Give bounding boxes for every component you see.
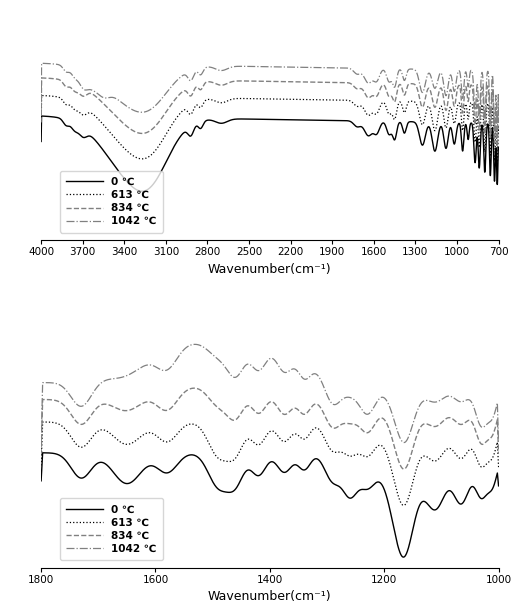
0 ℃ — [495, 482, 502, 489]
1042 ℃ — [90, 87, 97, 94]
0 ℃ — [40, 449, 46, 457]
0 ℃ — [233, 115, 240, 123]
834 ℃ — [74, 418, 80, 425]
613 ℃ — [38, 127, 44, 135]
834 ℃ — [250, 406, 256, 413]
0 ℃ — [299, 466, 305, 473]
1042 ℃ — [299, 373, 305, 381]
Line: 834 ℃: 834 ℃ — [41, 78, 499, 146]
0 ℃ — [139, 188, 145, 195]
0 ℃ — [495, 145, 502, 152]
613 ℃ — [494, 160, 500, 167]
1042 ℃ — [495, 110, 502, 117]
Line: 0 ℃: 0 ℃ — [41, 453, 499, 557]
X-axis label: Wavenumber(cm⁻¹): Wavenumber(cm⁻¹) — [208, 590, 332, 603]
Line: 613 ℃: 613 ℃ — [41, 95, 499, 164]
613 ℃ — [39, 92, 45, 99]
Line: 834 ℃: 834 ℃ — [41, 388, 499, 469]
834 ℃ — [495, 451, 502, 458]
1042 ℃ — [118, 98, 124, 105]
1042 ℃ — [39, 60, 45, 67]
1042 ℃ — [214, 66, 220, 73]
613 ℃ — [233, 95, 240, 102]
1042 ℃ — [92, 386, 98, 393]
834 ℃ — [495, 120, 502, 127]
834 ℃ — [233, 77, 240, 85]
834 ℃ — [38, 119, 44, 126]
613 ℃ — [214, 98, 220, 105]
1042 ℃ — [74, 400, 80, 408]
834 ℃ — [39, 74, 45, 82]
613 ℃ — [40, 419, 46, 426]
0 ℃ — [232, 486, 238, 493]
1042 ℃ — [250, 364, 256, 371]
613 ℃ — [495, 132, 502, 139]
Legend: 0 ℃, 613 ℃, 834 ℃, 1042 ℃: 0 ℃, 613 ℃, 834 ℃, 1042 ℃ — [60, 171, 163, 233]
X-axis label: Wavenumber(cm⁻¹): Wavenumber(cm⁻¹) — [208, 263, 332, 275]
1042 ℃ — [38, 442, 44, 449]
0 ℃ — [38, 138, 44, 145]
1042 ℃ — [232, 374, 238, 381]
613 ℃ — [400, 502, 407, 509]
1042 ℃ — [495, 440, 502, 448]
834 ℃ — [299, 410, 305, 417]
834 ℃ — [232, 416, 238, 423]
Line: 1042 ℃: 1042 ℃ — [41, 344, 499, 446]
1042 ℃ — [242, 362, 248, 370]
834 ℃ — [494, 143, 500, 150]
613 ℃ — [232, 455, 238, 462]
1042 ℃ — [38, 112, 44, 119]
834 ℃ — [487, 121, 493, 129]
613 ℃ — [437, 103, 444, 110]
834 ℃ — [401, 466, 407, 473]
834 ℃ — [437, 85, 444, 92]
613 ℃ — [38, 462, 44, 469]
0 ℃ — [214, 118, 220, 126]
0 ℃ — [437, 123, 444, 130]
834 ℃ — [118, 117, 124, 124]
834 ℃ — [214, 80, 220, 88]
0 ℃ — [93, 461, 99, 469]
1042 ℃ — [192, 341, 198, 348]
613 ℃ — [74, 441, 80, 448]
613 ℃ — [90, 111, 97, 118]
0 ℃ — [250, 469, 256, 477]
Line: 613 ℃: 613 ℃ — [41, 422, 499, 506]
613 ℃ — [93, 429, 99, 437]
Line: 0 ℃: 0 ℃ — [41, 116, 499, 191]
0 ℃ — [242, 469, 248, 476]
0 ℃ — [400, 553, 407, 561]
1042 ℃ — [487, 107, 493, 114]
613 ℃ — [250, 439, 256, 446]
613 ℃ — [487, 139, 493, 146]
1042 ℃ — [233, 63, 240, 70]
Line: 1042 ℃: 1042 ℃ — [41, 63, 499, 132]
0 ℃ — [118, 170, 124, 178]
0 ℃ — [74, 472, 80, 480]
613 ℃ — [299, 435, 305, 442]
1042 ℃ — [494, 128, 500, 135]
834 ℃ — [242, 404, 248, 411]
Legend: 0 ℃, 613 ℃, 834 ℃, 1042 ℃: 0 ℃, 613 ℃, 834 ℃, 1042 ℃ — [60, 498, 163, 561]
1042 ℃ — [437, 69, 444, 77]
834 ℃ — [38, 451, 44, 458]
834 ℃ — [92, 406, 98, 414]
0 ℃ — [487, 165, 493, 172]
613 ℃ — [242, 438, 248, 445]
0 ℃ — [38, 477, 44, 484]
0 ℃ — [90, 135, 97, 142]
0 ℃ — [39, 112, 45, 120]
834 ℃ — [191, 385, 197, 392]
613 ℃ — [118, 141, 124, 148]
613 ℃ — [495, 464, 502, 471]
834 ℃ — [90, 91, 97, 98]
